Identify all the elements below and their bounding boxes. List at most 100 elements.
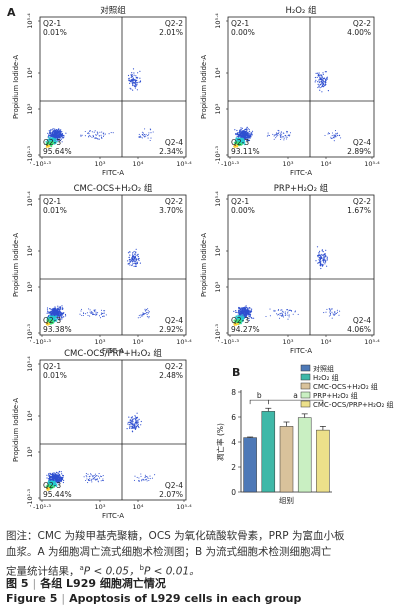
- x-tick-label: 10³: [95, 338, 106, 346]
- bar-x-axis-label: 组别: [279, 495, 294, 505]
- bar-y-tick-label: 6: [231, 413, 236, 422]
- bar-y-tick-label: 8: [231, 388, 236, 397]
- quadrant-value-q4: 2.92%: [159, 325, 183, 334]
- figure-title-en: Figure 5 | Apoptosis of L929 cells in each…: [6, 592, 302, 605]
- x-tick-label: 10³: [95, 160, 106, 168]
- y-tick-label: 10⁵·⁴: [26, 13, 34, 29]
- figure-title-en-text: Apoptosis of L929 cells in each group: [69, 592, 302, 605]
- y-tick-label: 10³: [26, 446, 34, 457]
- bar-y-tick-label: 2: [231, 463, 236, 472]
- figure-title-cn-text: 各组 L929 细胞凋亡情况: [40, 577, 166, 590]
- x-tick-label: 10³: [95, 503, 106, 511]
- y-axis-label: Propidium Iodide-A: [12, 398, 20, 462]
- significance-label-b: b: [257, 391, 262, 400]
- y-tick-label: 10⁵·⁴: [26, 191, 34, 207]
- y-tick-label: 10³: [26, 103, 34, 114]
- quadrant-label-q4: Q2-4: [353, 138, 371, 147]
- event-dots: [233, 246, 341, 326]
- x-tick-label: 10⁵·⁴: [364, 338, 380, 346]
- quadrant-value-q3: 94.27%: [231, 325, 260, 334]
- y-axis-label: Propidium Iodide-A: [12, 233, 20, 297]
- y-tick-label: -10¹·³: [214, 324, 222, 342]
- x-tick-label: -10¹·³: [33, 160, 51, 168]
- x-tick-label: -10¹·³: [221, 338, 239, 346]
- quadrant-label-q3: Q2-3: [43, 481, 61, 490]
- legend-swatch: [300, 364, 311, 372]
- flow-plot-title: 对照组: [100, 5, 126, 16]
- legend-swatch: [300, 400, 311, 408]
- quadrant-value-q2: 4.00%: [347, 28, 371, 37]
- x-tick-label: 10⁵·⁴: [364, 160, 380, 168]
- flow-plot-title: H₂O₂ 组: [285, 5, 317, 16]
- quadrant-label-q2: Q2-2: [165, 19, 183, 28]
- x-axis-label: FITC-A: [290, 169, 312, 177]
- quadrant-label-q1: Q2-1: [231, 197, 249, 206]
- significance-bracket: [249, 399, 269, 405]
- quadrant-label-q4: Q2-4: [165, 138, 183, 147]
- quadrant-label-q4: Q2-4: [165, 316, 183, 325]
- event-dots: [233, 71, 342, 149]
- quadrant-label-q1: Q2-1: [43, 197, 61, 206]
- event-dots: [45, 248, 150, 326]
- x-axis-label: FITC-A: [290, 347, 312, 355]
- x-tick-label: -10¹·³: [33, 503, 51, 511]
- quadrant-label-q2: Q2-2: [353, 19, 371, 28]
- quadrant-label-q1: Q2-1: [43, 362, 61, 371]
- flow-plot: 对照组 Q2-10.01% Q2-22.01% Q2-395.64% Q2-42.34%…: [12, 5, 192, 177]
- legend-swatch: [300, 373, 311, 381]
- x-axis-label: FITC-A: [102, 512, 124, 520]
- quadrant-value-q1: 0.01%: [43, 28, 67, 37]
- x-tick-label: 10⁴: [321, 338, 332, 346]
- bar: [316, 429, 330, 493]
- significance-bracket: [268, 399, 324, 405]
- y-tick-label: 10⁴: [26, 410, 34, 421]
- bar: [243, 437, 257, 493]
- legend-label: CMC-OCS/PRP+H₂O₂ 组: [313, 400, 394, 409]
- x-axis-label: FITC-A: [102, 169, 124, 177]
- x-tick-label: 10⁵·⁴: [176, 338, 192, 346]
- quadrant-value-q3: 93.38%: [43, 325, 72, 334]
- quadrant-label-q3: Q2-3: [43, 138, 61, 147]
- figure-title-cn: 图 5 | 各组 L929 细胞凋亡情况: [6, 577, 166, 590]
- event-dots: [45, 412, 156, 491]
- x-tick-label: 10⁴: [321, 160, 332, 168]
- quadrant-label-q4: Q2-4: [165, 481, 183, 490]
- y-axis-label: Propidium Iodide-A: [12, 55, 20, 119]
- note-line-3: 定量统计结果，aP < 0.05，bP < 0.01。: [6, 560, 398, 580]
- quadrant-label-q1: Q2-1: [43, 19, 61, 28]
- flow-plot: PRP+H₂O₂ 组 Q2-10.00% Q2-21.67% Q2-394.27% Q2…: [200, 183, 380, 355]
- figure-canvas: A B 对照组Q2-10.01%Q2-22.01%Q2-395.64%Q2-42…: [7, 5, 394, 520]
- quadrant-value-q3: 95.44%: [43, 490, 72, 499]
- sig-b-letter: b: [139, 564, 144, 572]
- plot-frame: [39, 194, 187, 336]
- quadrant-value-q2: 2.01%: [159, 28, 183, 37]
- y-tick-label: 10³: [214, 103, 222, 114]
- plot-frame: [227, 194, 375, 336]
- x-tick-label: 10⁵·⁴: [176, 503, 192, 511]
- y-tick-label: -10¹·³: [26, 324, 34, 342]
- y-tick-label: -10¹·³: [214, 146, 222, 164]
- quadrant-value-q4: 4.06%: [347, 325, 371, 334]
- quadrant-label-q3: Q2-3: [231, 138, 249, 147]
- figure-label-en: Figure 5: [6, 592, 58, 605]
- quadrant-value-q1: 0.01%: [43, 371, 67, 380]
- bar-y-tick-label: 0: [231, 488, 236, 497]
- quadrant-value-q3: 93.11%: [231, 147, 260, 156]
- quadrant-value-q4: 2.07%: [159, 490, 183, 499]
- plot-frame: [39, 359, 187, 501]
- legend-swatch: [300, 382, 311, 390]
- flow-plot-title: PRP+H₂O₂ 组: [274, 183, 329, 194]
- sig-a-text: P < 0.05，: [83, 565, 140, 578]
- bar: [279, 426, 294, 493]
- quadrant-value-q2: 3.70%: [159, 206, 183, 215]
- y-tick-label: 10⁴: [214, 245, 222, 256]
- x-tick-label: 10⁴: [133, 503, 144, 511]
- flow-plot-title: CMC-OCS+H₂O₂ 组: [74, 183, 153, 194]
- note-line-2: 血浆。A 为细胞凋亡流式细胞术检测图；B 为流式细胞术检测细胞凋亡: [6, 546, 332, 558]
- quadrant-label-q2: Q2-2: [353, 197, 371, 206]
- y-axis-label: Propidium Iodide-A: [200, 55, 208, 119]
- quadrant-value-q4: 2.89%: [347, 147, 371, 156]
- quadrant-label-q1: Q2-1: [231, 19, 249, 28]
- panel-label-a: A: [7, 6, 16, 19]
